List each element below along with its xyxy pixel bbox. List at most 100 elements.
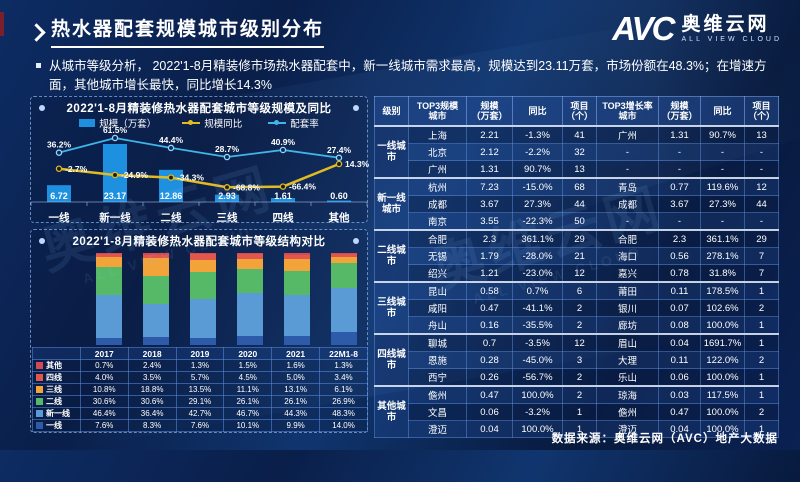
data-cell: 1 bbox=[745, 334, 779, 352]
yoy-point bbox=[336, 161, 341, 166]
data-cell: 6 bbox=[563, 282, 597, 300]
rate-label: 40.9% bbox=[271, 137, 296, 147]
data-cell: 119.6% bbox=[701, 178, 745, 196]
data-cell: -35.5% bbox=[513, 317, 563, 335]
data-cell: 0.11 bbox=[659, 352, 701, 369]
data-cell: -22.3% bbox=[513, 213, 563, 231]
share-cell: 13.5% bbox=[176, 384, 224, 396]
data-cell: 昆山 bbox=[409, 282, 467, 300]
year-header: 2018 bbox=[128, 348, 176, 360]
rate-point bbox=[56, 150, 61, 155]
stack-column-2020 bbox=[237, 253, 263, 345]
data-cell: 大理 bbox=[597, 352, 659, 369]
segment-二线 bbox=[96, 267, 122, 295]
series-name: 一线 bbox=[33, 420, 81, 432]
data-cell: 100.0% bbox=[701, 317, 745, 335]
legend-item-rate: 配套率 bbox=[268, 116, 319, 130]
summary-text: 从城市等级分析， 2022'1-8月精装修市场热水器配套中，新一线城市需求最高，… bbox=[49, 57, 778, 96]
share-cell: 5.0% bbox=[272, 372, 320, 384]
data-cell: 21 bbox=[563, 248, 597, 265]
data-cell: 0.78 bbox=[659, 265, 701, 283]
data-cell: 0.06 bbox=[659, 369, 701, 387]
yoy-point bbox=[56, 166, 61, 171]
yoy-label: -2.7% bbox=[65, 164, 88, 174]
share-cell: 10.8% bbox=[80, 384, 128, 396]
data-cell: 聊城 bbox=[409, 334, 467, 352]
data-cell: 恩施 bbox=[409, 352, 467, 369]
data-cell: 2 bbox=[745, 404, 779, 421]
rate-label: 36.2% bbox=[47, 140, 72, 150]
share-cell: 36.4% bbox=[128, 408, 176, 420]
data-cell: 100.0% bbox=[701, 369, 745, 387]
share-cell: 2.4% bbox=[128, 360, 176, 372]
rate-point bbox=[168, 145, 173, 150]
column-header: 级别 bbox=[375, 97, 409, 127]
tier-cell: 三线城市 bbox=[375, 282, 409, 334]
data-cell: 1.31 bbox=[467, 161, 513, 179]
category-label: 四线 bbox=[255, 210, 311, 224]
share-cell: 26.1% bbox=[224, 396, 272, 408]
data-cell: -2.2% bbox=[513, 144, 563, 161]
series-name: 新一线 bbox=[33, 408, 81, 420]
share-cell: 7.6% bbox=[176, 420, 224, 432]
data-cell: 41 bbox=[563, 126, 597, 144]
data-cell: 杭州 bbox=[409, 178, 467, 196]
data-source: 数据来源：奥维云网（AVC）地产大数据 bbox=[552, 430, 778, 446]
data-cell: 咸阳 bbox=[409, 300, 467, 317]
summary-block: 从城市等级分析， 2022'1-8月精装修市场热水器配套中，新一线城市需求最高，… bbox=[36, 57, 778, 96]
share-cell: 44.3% bbox=[272, 408, 320, 420]
data-cell: 0.58 bbox=[467, 282, 513, 300]
share-cell: 13.1% bbox=[272, 384, 320, 396]
bar-label: 2.93 bbox=[218, 191, 236, 201]
yoy-point bbox=[112, 172, 117, 177]
bar-label: 6.72 bbox=[50, 191, 68, 201]
share-cell: 4.0% bbox=[80, 372, 128, 384]
data-cell: -15.0% bbox=[513, 178, 563, 196]
data-cell: 0.04 bbox=[659, 334, 701, 352]
data-cell: 117.5% bbox=[701, 386, 745, 404]
data-cell: 278.1% bbox=[701, 248, 745, 265]
data-cell: 90.7% bbox=[513, 161, 563, 179]
data-cell: 文昌 bbox=[409, 404, 467, 421]
data-cell: 青岛 bbox=[597, 178, 659, 196]
share-cell: 1.5% bbox=[224, 360, 272, 372]
data-cell: - bbox=[745, 144, 779, 161]
category-label: 二线 bbox=[143, 210, 199, 224]
panel-corner-dot bbox=[353, 105, 359, 111]
segment-新一线 bbox=[284, 295, 310, 336]
data-cell: - bbox=[745, 213, 779, 231]
yoy-label: -66.4% bbox=[289, 182, 316, 192]
segment-三线 bbox=[237, 259, 263, 269]
data-cell: - bbox=[701, 161, 745, 179]
data-cell: 嘉兴 bbox=[597, 265, 659, 283]
page-title: 热水器配套规模城市级别分布 bbox=[51, 14, 324, 48]
avc-logo-mark: AVC bbox=[612, 10, 673, 48]
data-cell: 莆田 bbox=[597, 282, 659, 300]
corner-cell bbox=[33, 348, 81, 360]
share-cell: 30.6% bbox=[128, 396, 176, 408]
category-label: 三线 bbox=[199, 210, 255, 224]
year-header: 2020 bbox=[224, 348, 272, 360]
legend-square-icon bbox=[36, 410, 43, 417]
data-cell: 1 bbox=[745, 282, 779, 300]
data-cell: 102.6% bbox=[701, 300, 745, 317]
segment-二线 bbox=[284, 271, 310, 295]
year-header: 2019 bbox=[176, 348, 224, 360]
data-cell: 3.67 bbox=[659, 196, 701, 213]
segment-三线 bbox=[190, 260, 216, 272]
rate-point bbox=[280, 147, 285, 152]
share-cell: 46.4% bbox=[80, 408, 128, 420]
data-cell: 北京 bbox=[409, 144, 467, 161]
data-cell: 海口 bbox=[597, 248, 659, 265]
data-cell: - bbox=[597, 161, 659, 179]
data-cell: 0.56 bbox=[659, 248, 701, 265]
category-label: 其他 bbox=[311, 210, 367, 224]
data-cell: 0.28 bbox=[467, 352, 513, 369]
tier-cell: 四线城市 bbox=[375, 334, 409, 386]
